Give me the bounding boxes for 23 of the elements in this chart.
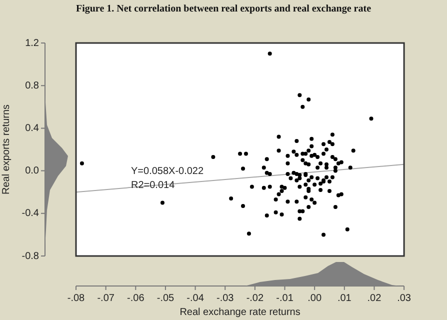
y-tick-label: 0.4 xyxy=(25,122,40,134)
x-tick-label: -.04 xyxy=(186,292,204,304)
chart-title: Figure 1. Net correlation between real exports and real exchange rate xyxy=(76,4,372,15)
annotation: Y=0.058X-0.022 xyxy=(131,166,204,177)
y-tick-label: 0.8 xyxy=(25,80,40,92)
x-tick-label: -.03 xyxy=(216,292,234,304)
x-axis-title: Real exchange rate returns xyxy=(180,306,300,318)
y-tick-label: -0.8 xyxy=(22,250,40,262)
y-axis-title: Real exports returns xyxy=(0,104,12,195)
x-tick-label: -.07 xyxy=(97,292,115,304)
x-tick-label: -.08 xyxy=(67,292,86,304)
y-tick-label: -0.4 xyxy=(22,208,40,220)
x-tick-label: -.01 xyxy=(276,292,294,304)
x-tick-label: .00 xyxy=(308,292,322,304)
y-tick-label: 0.0 xyxy=(25,166,40,177)
y-tick-label: 1.2 xyxy=(25,38,40,49)
x-tick-label: .01 xyxy=(337,292,352,304)
x-tick-label: .03 xyxy=(397,292,412,304)
x-tick-label: -.02 xyxy=(246,292,264,304)
x-tick-label: .02 xyxy=(367,292,382,304)
x-tick-label: -.06 xyxy=(127,292,145,304)
x-tick-label: -.05 xyxy=(156,292,175,304)
annotation: R2=0.014 xyxy=(131,180,176,191)
